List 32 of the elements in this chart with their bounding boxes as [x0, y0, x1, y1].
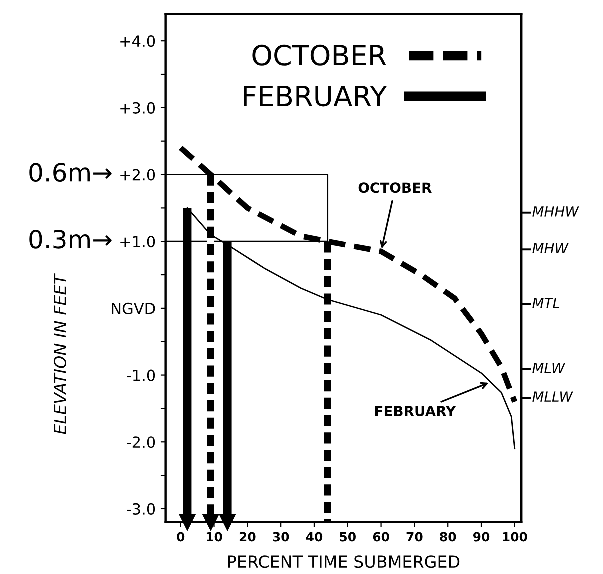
- y-tick-label: -1.0: [127, 370, 156, 382]
- annotation: FEBRUARY: [376, 406, 456, 417]
- ref-line-label: MLLW: [532, 392, 574, 402]
- ref-line-label: MHHW: [532, 206, 580, 217]
- x-tick-label: 100: [503, 532, 528, 542]
- x-tick-label: 70: [406, 532, 423, 542]
- x-tick-label: 20: [240, 532, 256, 542]
- x-tick-label: 60: [373, 532, 390, 542]
- x-tick-label: 0: [177, 532, 185, 542]
- y-tick-label: -2.0: [127, 436, 156, 448]
- legend-label: OCTOBER: [252, 44, 386, 66]
- x-tick-label: 10: [206, 532, 222, 542]
- y-tick-label: NGVD: [112, 302, 156, 314]
- ref-line-label: MHW: [532, 243, 569, 254]
- x-tick-label: 90: [473, 532, 490, 542]
- legend-label: FEBRUARY: [244, 86, 388, 107]
- y-tick-label: +4.0: [120, 36, 156, 48]
- annotation: OCTOBER: [358, 182, 432, 194]
- y-tick-label: +2.0: [120, 169, 156, 181]
- ref-line-label: MTL: [532, 298, 560, 308]
- y-tick-label: +1.0: [120, 236, 156, 248]
- y-tick-label: +3.0: [120, 102, 156, 114]
- ref-line-label: MLW: [532, 362, 566, 374]
- y-tick-label: -3.0: [127, 503, 156, 515]
- x-axis-title: PERCENT TIME SUBMERGED: [228, 556, 460, 568]
- x-tick-label: 40: [306, 532, 323, 542]
- annotation: 0.3m→: [30, 230, 112, 249]
- x-tick-label: 80: [440, 532, 456, 542]
- y-axis-title: ELEVATION IN FEET: [54, 273, 67, 434]
- x-tick-label: 30: [273, 532, 290, 542]
- x-tick-label: 50: [340, 532, 356, 542]
- annotation: 0.6m→: [30, 163, 112, 182]
